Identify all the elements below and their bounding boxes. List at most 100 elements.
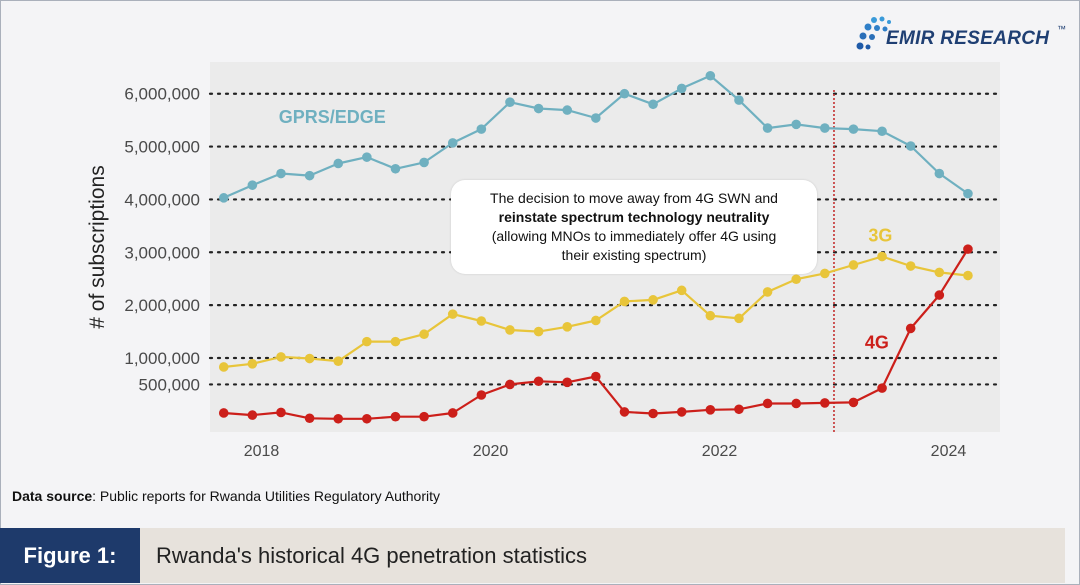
- data-point: [476, 316, 487, 326]
- data-point: [905, 141, 916, 151]
- data-point: [304, 353, 315, 364]
- data-point: [676, 407, 687, 417]
- data-point: [963, 188, 973, 199]
- data-point: [362, 152, 372, 162]
- data-point: [304, 413, 315, 424]
- logo-trademark: ™: [1057, 24, 1066, 34]
- y-tick-label: 4,000,000: [124, 190, 200, 209]
- data-point: [333, 158, 344, 169]
- y-tick-label: 6,000,000: [124, 85, 200, 104]
- data-point: [648, 295, 658, 305]
- data-point: [705, 70, 716, 81]
- data-point: [419, 329, 429, 340]
- data-point: [218, 362, 229, 372]
- data-point: [619, 407, 630, 417]
- data-point: [362, 413, 372, 424]
- data-point: [533, 326, 544, 337]
- data-point: [362, 336, 372, 347]
- data-point: [333, 413, 344, 424]
- data-point: [934, 168, 945, 179]
- data-point: [619, 88, 630, 99]
- data-point: [533, 103, 544, 114]
- y-tick-label: 5,000,000: [124, 138, 200, 157]
- data-point: [676, 83, 687, 94]
- y-tick-label: 1,000,000: [124, 349, 200, 368]
- figure-title: Rwanda's historical 4G penetration stati…: [140, 528, 1065, 583]
- data-point: [648, 99, 658, 110]
- series-label-gprs-edge: GPRS/EDGE: [279, 107, 386, 127]
- data-point: [820, 268, 830, 279]
- data-point: [734, 404, 744, 415]
- data-point: [476, 124, 487, 134]
- data-point: [591, 113, 601, 123]
- data-point: [276, 352, 286, 362]
- y-tick-label: 500,000: [139, 375, 200, 394]
- data-point: [562, 377, 573, 388]
- data-point: [877, 126, 887, 137]
- data-point: [447, 138, 458, 148]
- data-point: [562, 105, 573, 115]
- data-point: [791, 119, 802, 130]
- data-point: [791, 274, 802, 285]
- data-point: [848, 260, 859, 270]
- data-point: [820, 123, 830, 133]
- data-point: [619, 296, 630, 307]
- data-point: [505, 97, 515, 107]
- emir-research-logo: EMIR RESEARCH ™: [854, 14, 1070, 58]
- data-point: [419, 411, 429, 422]
- grid-layer: [208, 92, 1002, 386]
- callout-line-1: The decision to move away from 4G SWN an…: [490, 190, 778, 206]
- y-axis-label: # of subscriptions: [86, 165, 109, 328]
- series-label-3g: 3G: [868, 226, 892, 246]
- data-point: [447, 408, 458, 418]
- x-tick-label: 2024: [931, 443, 967, 460]
- series-layer: [218, 70, 973, 424]
- data-point: [963, 270, 973, 281]
- data-point: [276, 407, 286, 418]
- data-point: [848, 397, 859, 408]
- data-point: [218, 193, 229, 203]
- data-point: [247, 410, 258, 420]
- data-point: [848, 124, 859, 134]
- data-point: [734, 313, 744, 324]
- data-point: [304, 170, 315, 181]
- data-point: [820, 398, 830, 408]
- data-point: [591, 315, 601, 326]
- data-point: [762, 287, 773, 297]
- data-point: [762, 398, 773, 409]
- data-point: [877, 251, 887, 262]
- data-point: [905, 323, 916, 334]
- data-point: [705, 310, 716, 321]
- series-1: [218, 251, 973, 372]
- data-point: [734, 95, 744, 105]
- y-tick-label: 3,000,000: [124, 243, 200, 262]
- data-source-label: Data source: [12, 488, 93, 504]
- x-tick-label: 2018: [244, 443, 280, 460]
- x-axis: 2018 2020 2022 2024: [244, 443, 967, 460]
- data-source-text: : Public reports for Rwanda Utilities Re…: [92, 488, 440, 504]
- series-2: [218, 244, 973, 424]
- data-point: [218, 408, 229, 418]
- callout-line-2: reinstate spectrum technology neutrality: [498, 209, 770, 225]
- data-point: [562, 322, 573, 332]
- y-tick-label: 2,000,000: [124, 296, 200, 315]
- series-0: [218, 70, 973, 203]
- data-point: [419, 157, 429, 168]
- data-point: [333, 356, 344, 366]
- data-point: [505, 379, 515, 390]
- data-point: [533, 376, 544, 387]
- data-point: [905, 261, 916, 271]
- data-source-note: Data source: Public reports for Rwanda U…: [12, 488, 440, 504]
- logo-dots-icon: [856, 16, 891, 50]
- data-point: [390, 336, 401, 347]
- data-point: [247, 359, 258, 369]
- data-point: [877, 383, 887, 393]
- data-point: [505, 325, 515, 335]
- data-point: [476, 390, 487, 400]
- figure-number: Figure 1:: [0, 528, 140, 583]
- data-point: [963, 244, 973, 254]
- callout-line-3: (allowing MNOs to immediately offer 4G u…: [491, 228, 777, 244]
- data-point: [762, 123, 773, 133]
- y-axis: 500,000 1,000,000 2,000,000 3,000,000 4,000,…: [124, 85, 200, 395]
- data-point: [276, 168, 286, 179]
